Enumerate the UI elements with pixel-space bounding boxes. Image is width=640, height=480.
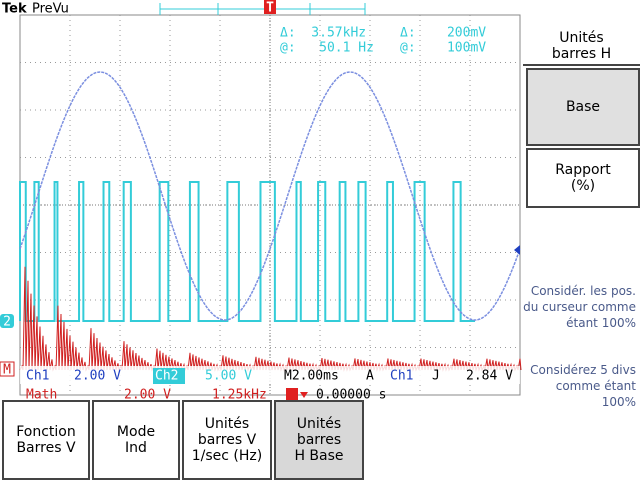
bottom-menu-button[interactable]: Mode Ind xyxy=(92,400,180,480)
ch2-trace xyxy=(19,181,476,322)
bottom-menu-button[interactable]: Unités barres H Base xyxy=(274,400,364,480)
status: 0.00000 s xyxy=(316,388,386,403)
readout: Δ: 200mV xyxy=(400,26,486,41)
side-menu-button[interactable]: Rapport (%) xyxy=(526,148,640,208)
status: J xyxy=(432,369,440,384)
readout: Δ: 3.57kHz xyxy=(280,26,366,41)
ch2-marker-bg xyxy=(0,314,14,328)
readout: @: 50.1 Hz xyxy=(280,41,374,56)
status: Ch2 xyxy=(155,369,178,384)
brand: Tek xyxy=(2,2,27,17)
trig-pos-icon xyxy=(286,388,298,402)
trigger-position-bar xyxy=(159,3,366,15)
ch2-label-bg xyxy=(153,368,185,384)
math-marker: M xyxy=(3,363,11,378)
status: 5.00 V xyxy=(205,369,252,384)
ch2-marker: 2 xyxy=(3,315,11,330)
status: Math xyxy=(26,388,57,403)
status: Ch1 xyxy=(390,369,413,384)
waveforms xyxy=(19,71,522,372)
status: 2.84 V xyxy=(466,369,513,384)
trigger-marker: T xyxy=(266,1,274,16)
side-note: Considér. les pos. du curseur comme étan… xyxy=(523,284,636,330)
mode: PreVu xyxy=(32,2,69,17)
status: 2.00 V xyxy=(124,388,171,403)
status: 2.00 V xyxy=(74,369,121,384)
ch1-trace xyxy=(19,71,521,321)
side-note: Considérez 5 divs comme étant 100% xyxy=(530,363,636,409)
status: Ch1 xyxy=(26,369,49,384)
status-bg xyxy=(20,366,520,384)
side-menu-button[interactable]: Base xyxy=(526,68,640,146)
graticule xyxy=(19,14,521,396)
readout: @: 100mV xyxy=(400,41,486,56)
side-menu-title: Unités barres H xyxy=(523,28,640,66)
status: A xyxy=(366,369,374,384)
bottom-menu-button[interactable]: Unités barres V 1/sec (Hz) xyxy=(182,400,272,480)
status: M2.00ms xyxy=(284,369,339,384)
trig-pos-arrow xyxy=(300,392,308,398)
trigger-marker-bg xyxy=(264,0,276,14)
math-marker-bg xyxy=(0,361,15,377)
status: 1.25kHz xyxy=(212,388,267,403)
ch1-level-marker xyxy=(514,245,520,255)
bottom-menu-button[interactable]: Fonction Barres V xyxy=(2,400,90,480)
